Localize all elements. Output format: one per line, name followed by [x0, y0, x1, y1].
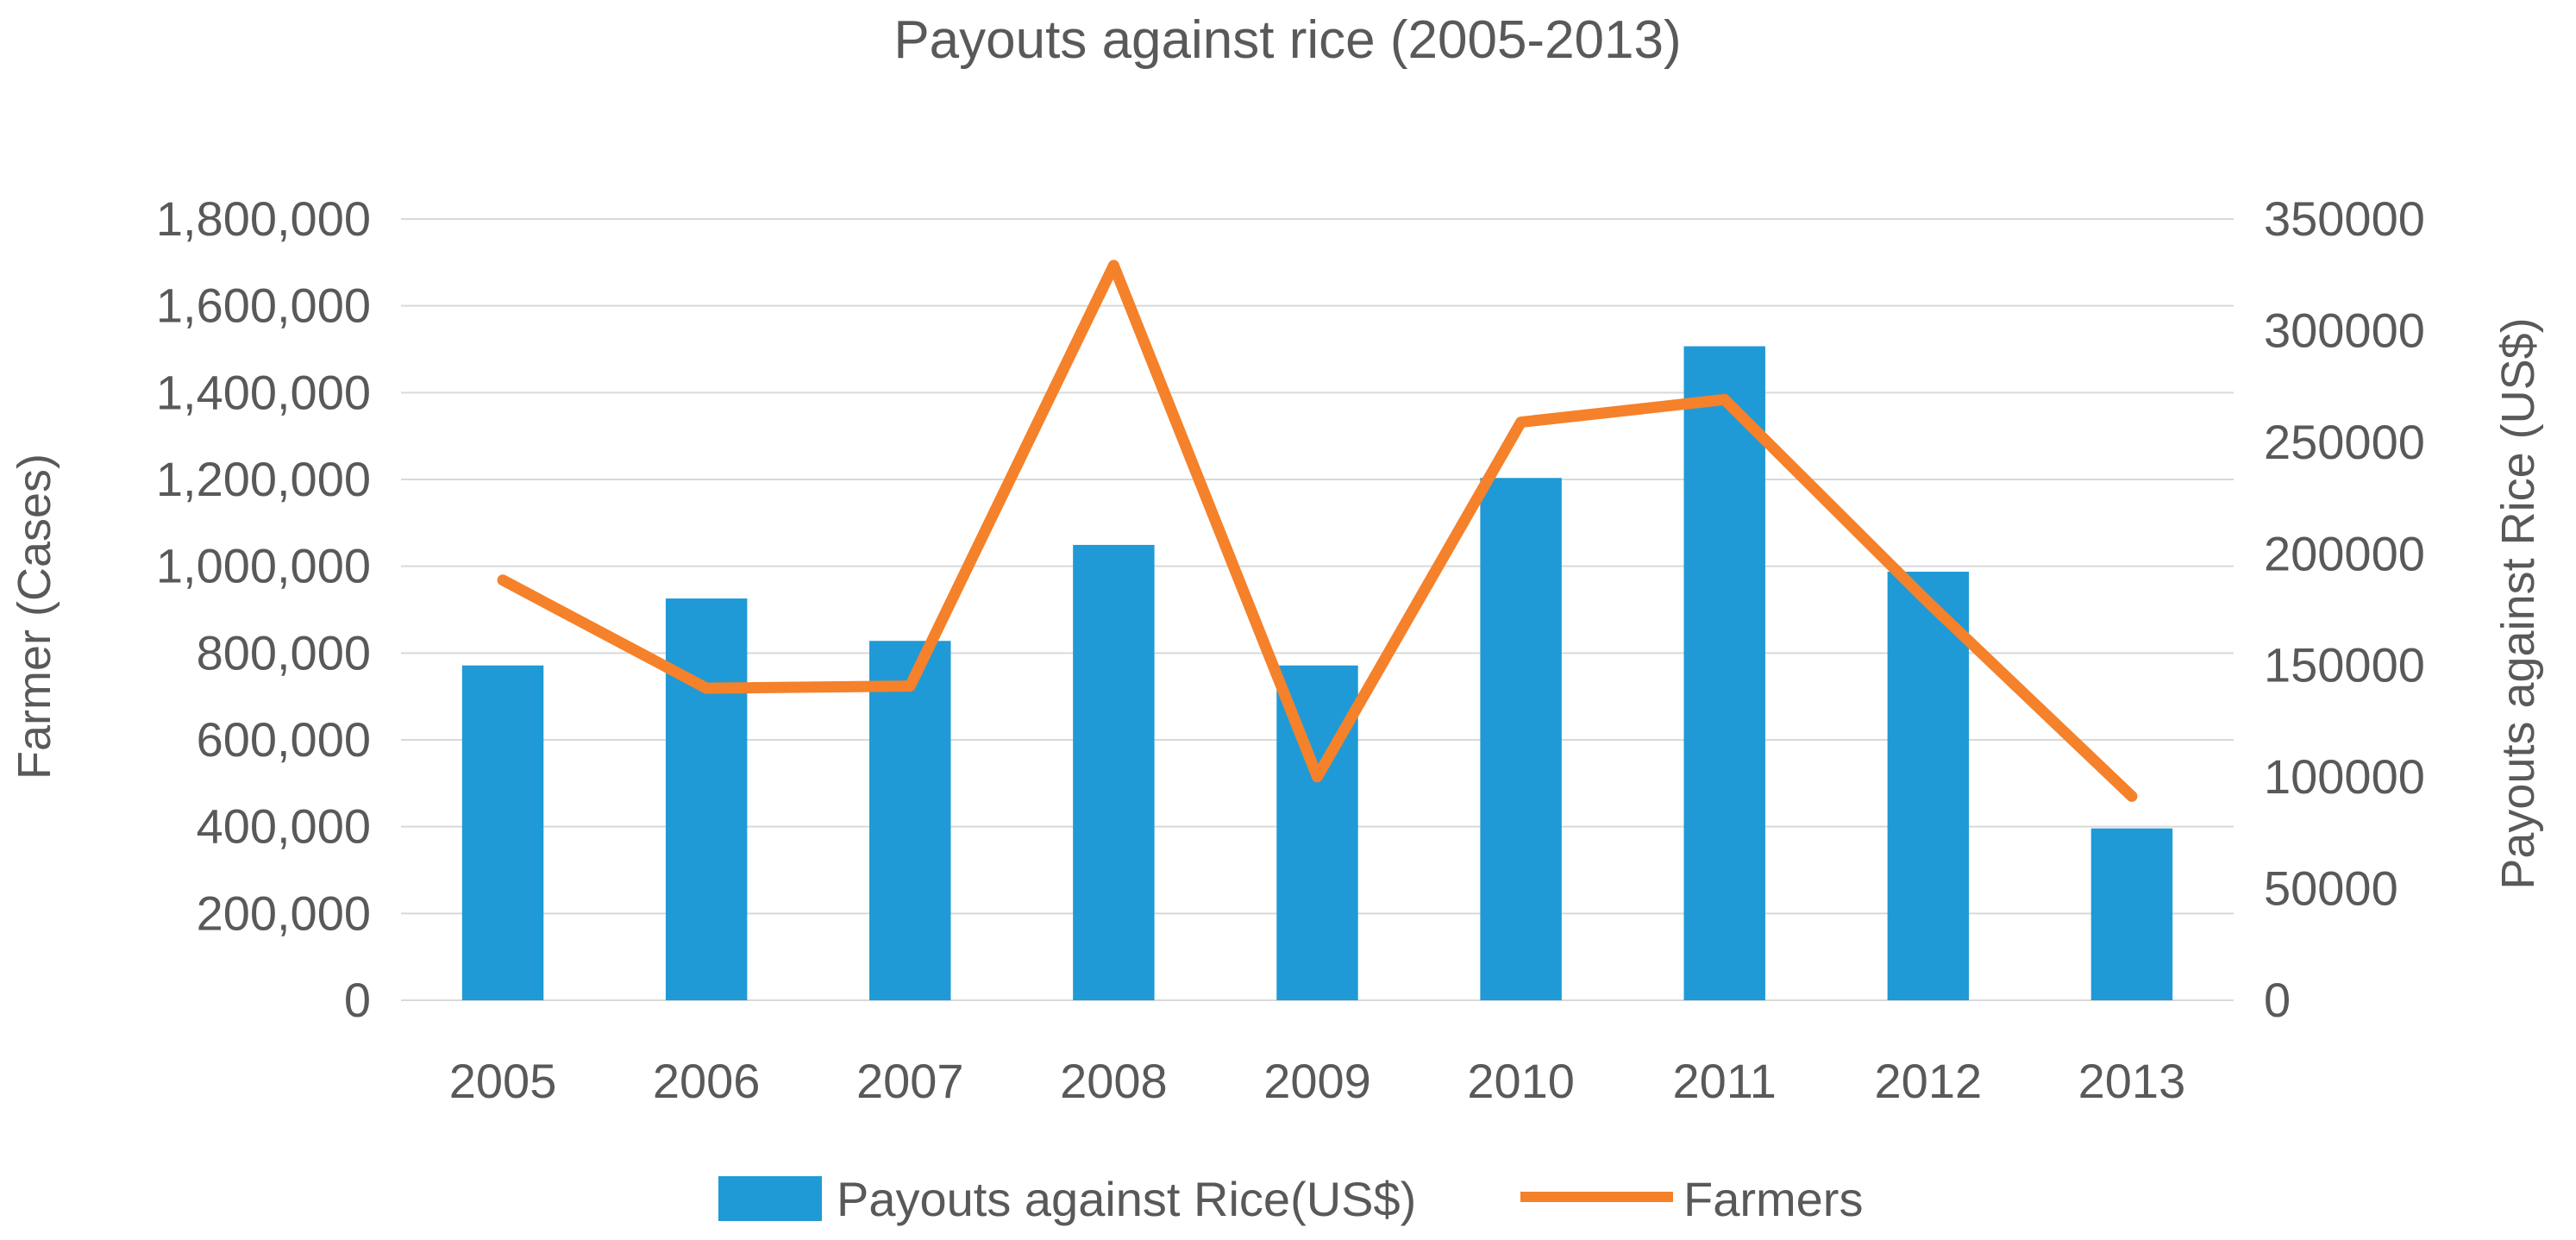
legend-label-payouts: Payouts against Rice(US$)	[837, 1172, 1416, 1226]
right-tick-label: 200000	[2264, 526, 2425, 580]
left-tick-label: 800,000	[197, 625, 371, 679]
bar	[1683, 346, 1765, 1000]
right-tick-label: 100000	[2264, 749, 2425, 804]
right-tick-label: 0	[2264, 973, 2291, 1027]
left-tick-label: 1,600,000	[156, 279, 371, 333]
right-tick-label: 350000	[2264, 191, 2425, 246]
farmers-line	[497, 260, 2138, 802]
left-tick-label: 1,800,000	[156, 191, 371, 246]
legend: Payouts against Rice(US$) Farmers	[718, 1172, 1863, 1226]
left-tick-label: 0	[344, 973, 371, 1027]
bar-series	[461, 346, 2173, 1000]
left-tick-label: 1,400,000	[156, 365, 371, 419]
right-axis-ticks: 0 50000 100000 150000 200000 250000 300000 3500…	[2264, 191, 2425, 1027]
right-tick-label: 150000	[2264, 638, 2425, 692]
left-axis-title: Farmer (Cases)	[9, 454, 60, 780]
x-tick-label: 2007	[856, 1054, 964, 1108]
x-tick-label: 2009	[1263, 1054, 1371, 1108]
x-tick-label: 2012	[1875, 1054, 1983, 1108]
bar	[1887, 571, 1970, 1000]
legend-swatch-payouts	[718, 1176, 822, 1221]
right-tick-label: 300000	[2264, 303, 2425, 357]
x-axis-ticks: 2005 2006 2007 2008 2009 2010 2011 2012 2013	[449, 1054, 2185, 1108]
left-tick-label: 200,000	[197, 886, 371, 940]
left-tick-label: 1,200,000	[156, 452, 371, 506]
left-tick-label: 1,000,000	[156, 539, 371, 593]
left-tick-label: 600,000	[197, 712, 371, 767]
x-tick-label: 2013	[2078, 1054, 2186, 1108]
bar	[2090, 828, 2173, 1000]
x-tick-label: 2008	[1060, 1054, 1168, 1108]
left-tick-label: 400,000	[197, 799, 371, 854]
chart-title: Payouts against rice (2005-2013)	[893, 10, 1681, 70]
x-tick-label: 2010	[1467, 1054, 1575, 1108]
x-tick-label: 2011	[1673, 1054, 1777, 1108]
x-tick-label: 2005	[449, 1054, 557, 1108]
bar	[869, 641, 951, 1000]
right-axis-title: Payouts against Rice (US$)	[2492, 317, 2544, 889]
bar	[1480, 478, 1562, 1000]
line-series	[497, 260, 2138, 802]
bar	[1073, 544, 1155, 1000]
right-tick-label: 250000	[2264, 415, 2425, 469]
right-tick-label: 50000	[2264, 861, 2398, 916]
legend-label-farmers: Farmers	[1683, 1172, 1863, 1226]
bar	[461, 665, 544, 1000]
x-tick-label: 2006	[653, 1054, 761, 1108]
bar	[665, 598, 748, 1000]
left-axis-ticks: 0 200,000 400,000 600,000 800,000 1,000,000 1,…	[156, 191, 371, 1027]
